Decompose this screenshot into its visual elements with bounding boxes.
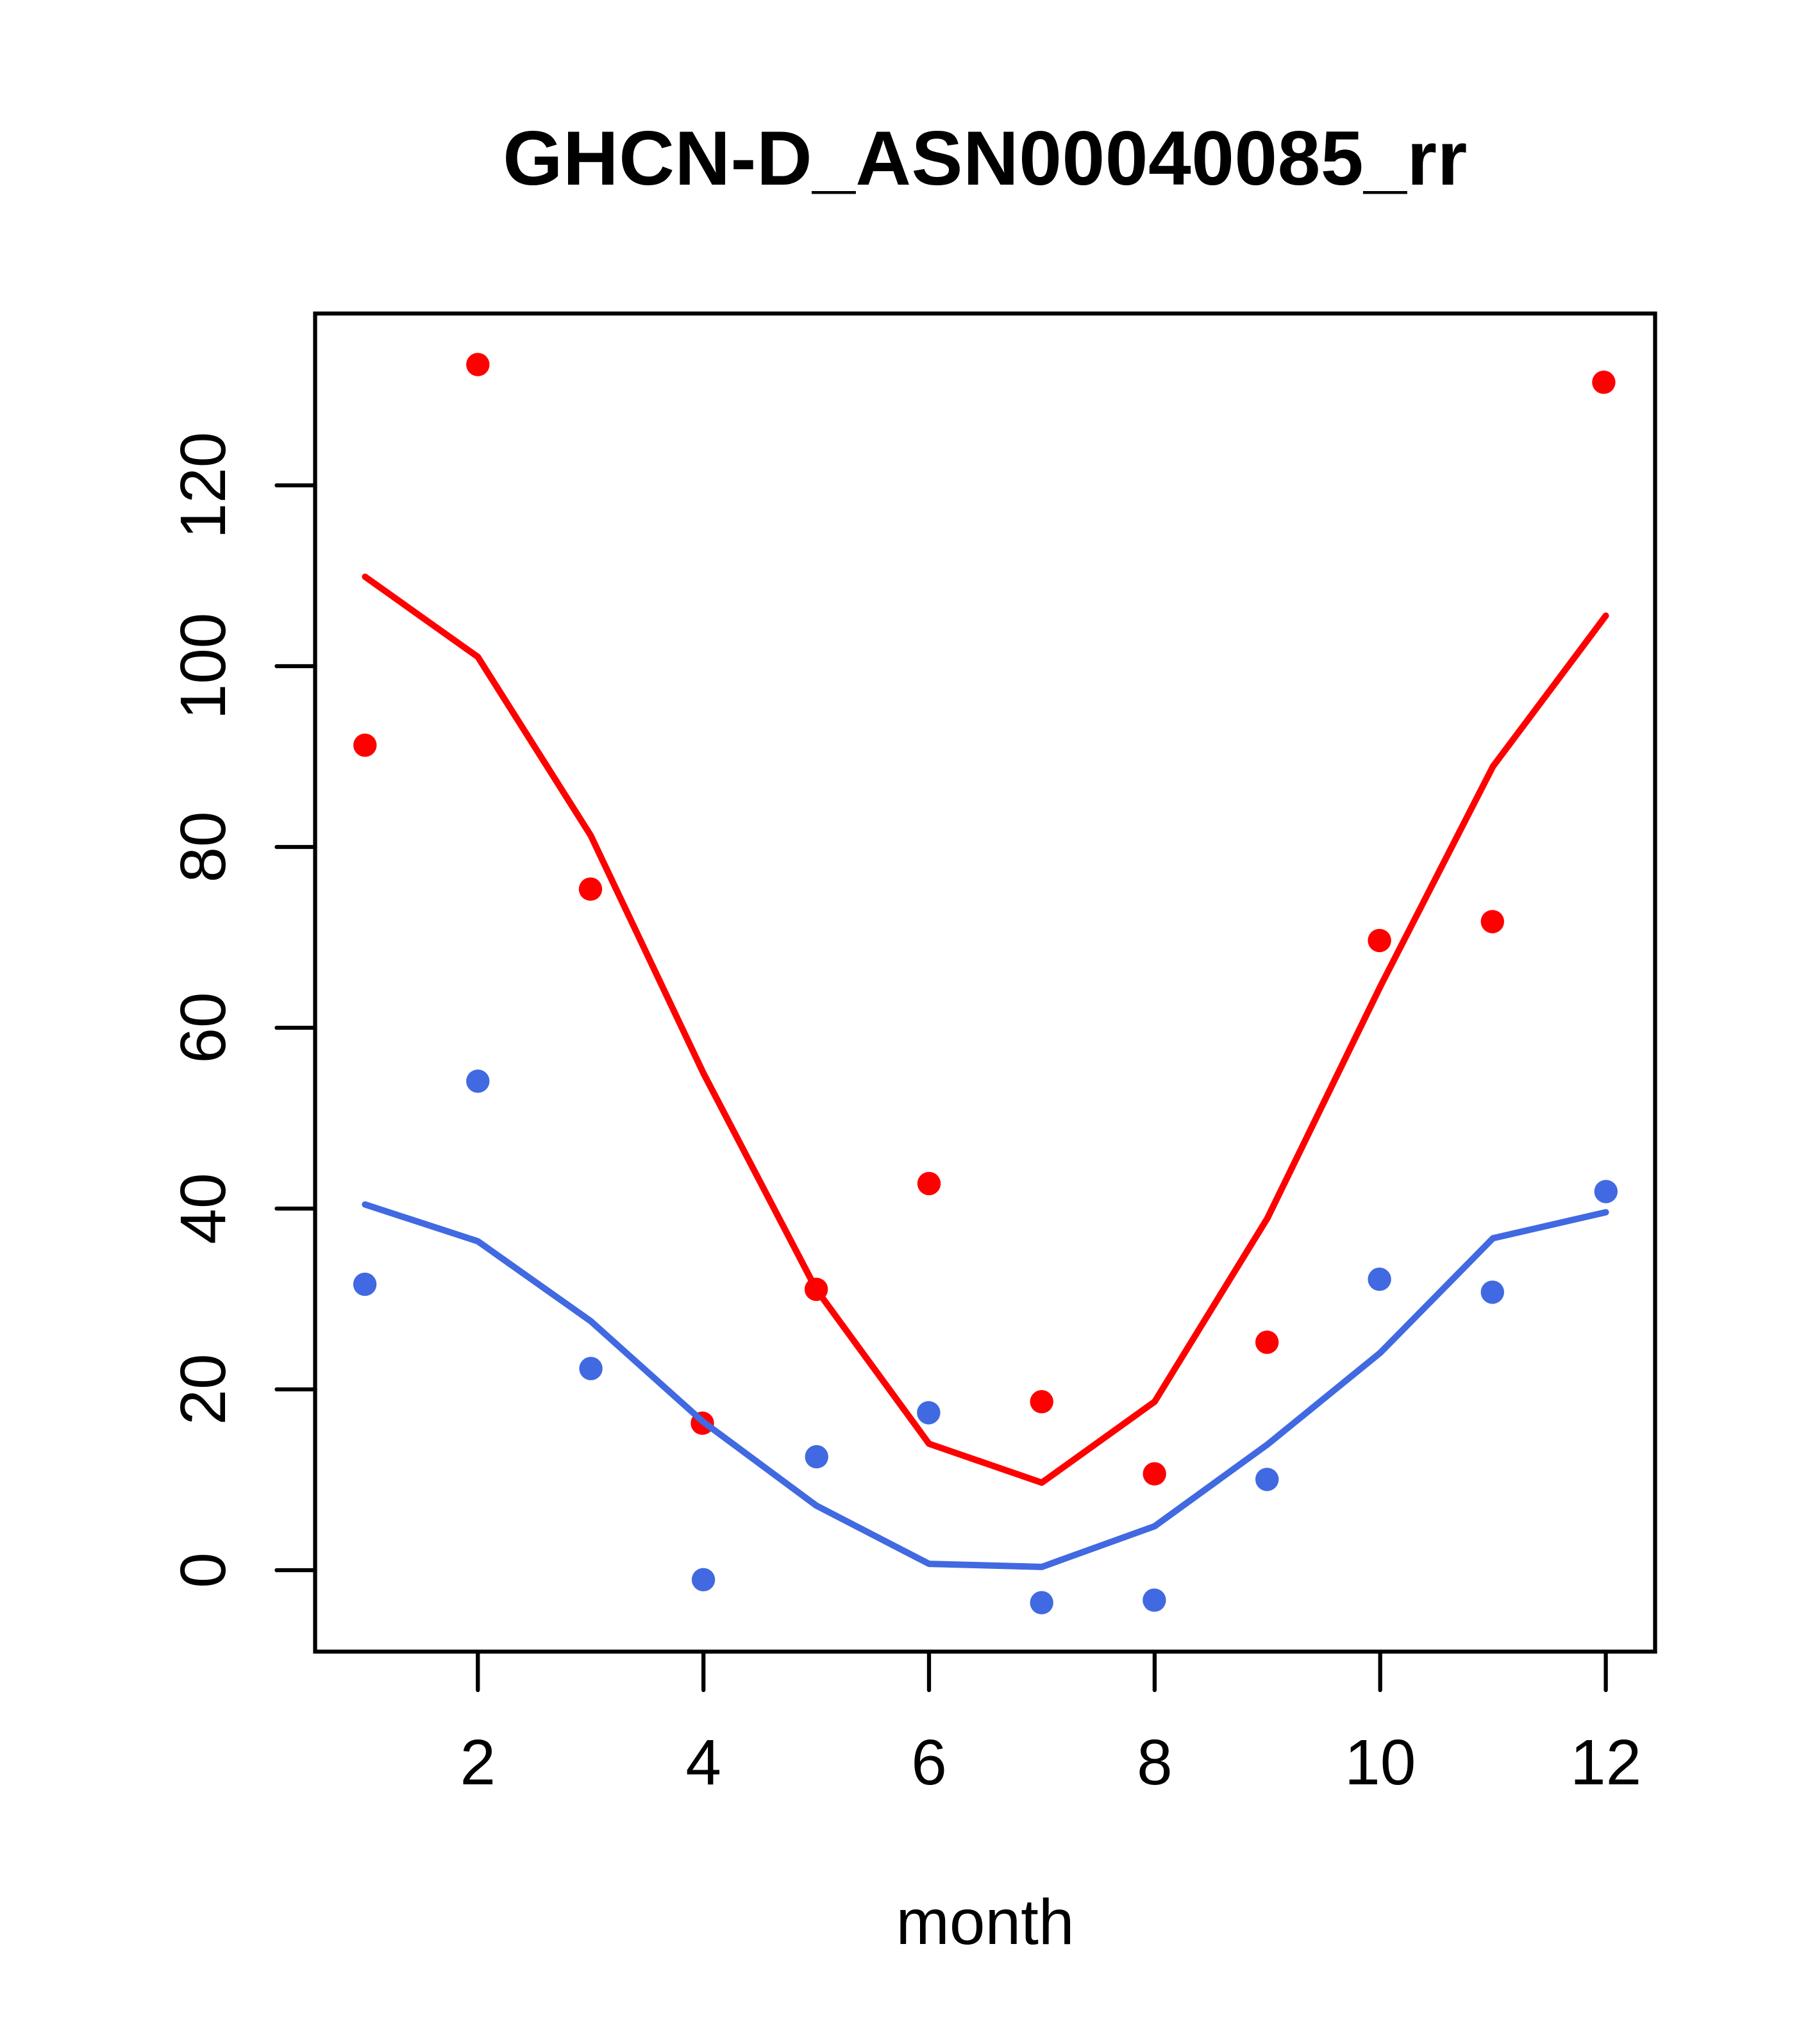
svg-text:60: 60 — [167, 992, 239, 1063]
svg-text:40: 40 — [167, 1173, 239, 1244]
svg-text:100: 100 — [167, 613, 239, 720]
svg-text:4: 4 — [685, 1727, 721, 1798]
svg-text:8: 8 — [1137, 1727, 1173, 1798]
svg-text:6: 6 — [911, 1727, 947, 1798]
svg-text:80: 80 — [167, 811, 239, 882]
svg-text:10: 10 — [1344, 1727, 1416, 1798]
svg-text:0: 0 — [167, 1552, 239, 1588]
svg-text:month: month — [896, 1886, 1075, 1958]
svg-text:20: 20 — [167, 1353, 239, 1425]
svg-text:12: 12 — [1570, 1727, 1641, 1798]
svg-text:2: 2 — [460, 1727, 496, 1798]
svg-text:120: 120 — [167, 432, 239, 539]
svg-text:GHCN-D_ASN00040085_rr: GHCN-D_ASN00040085_rr — [503, 115, 1468, 201]
